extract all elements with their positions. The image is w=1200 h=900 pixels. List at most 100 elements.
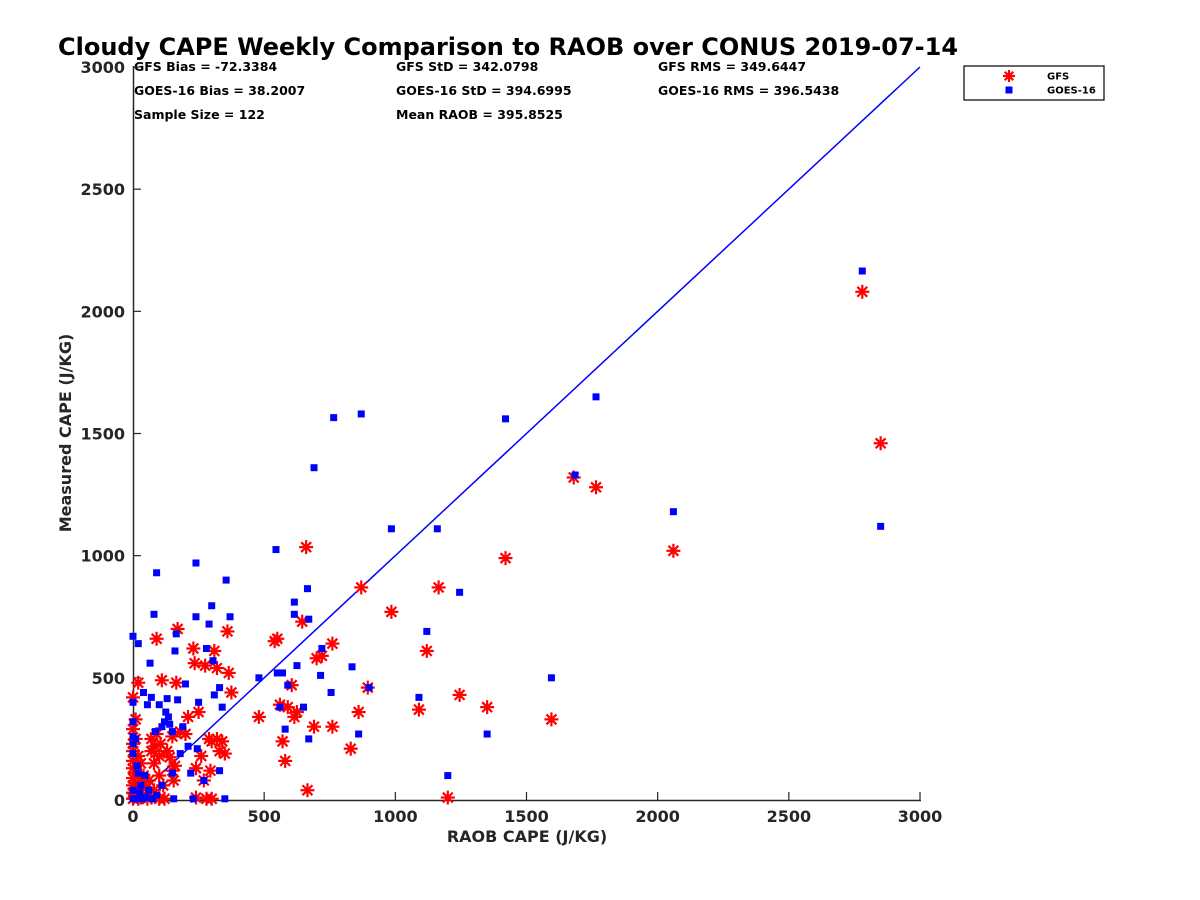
gfs-point	[178, 727, 193, 742]
goes16-point	[184, 742, 192, 750]
goes16-point	[317, 671, 325, 679]
chart-title: Cloudy CAPE Weekly Comparison to RAOB ov…	[58, 33, 958, 61]
gfs-point	[411, 702, 426, 717]
goes16-point	[255, 674, 263, 682]
goes16-point	[433, 525, 441, 533]
gfs-point	[440, 790, 455, 805]
stat-text: GFS StD = 342.0798	[396, 59, 538, 74]
gfs-point	[215, 734, 230, 749]
goes16-point	[129, 632, 137, 640]
goes16-point	[133, 762, 141, 770]
gfs-point	[154, 673, 169, 688]
goes16-point	[158, 723, 166, 731]
gfs-point	[589, 480, 604, 495]
gfs-point	[203, 763, 218, 778]
gfs-point	[217, 746, 232, 761]
stat-text: GOES-16 RMS = 396.5438	[658, 83, 839, 98]
goes16-point	[355, 730, 363, 738]
gfs-point	[149, 631, 164, 646]
goes16-point	[305, 615, 313, 623]
gfs-point	[146, 756, 161, 771]
goes16-point	[141, 772, 149, 780]
goes16-point	[226, 613, 234, 621]
goes16-point	[151, 728, 159, 736]
goes16-point	[145, 786, 153, 794]
y-tick-label: 0	[114, 791, 125, 810]
gfs-point	[188, 761, 203, 776]
goes16-point	[205, 620, 213, 628]
goes16-point	[162, 708, 170, 716]
goes16-point	[193, 745, 201, 753]
goes16-point	[181, 680, 189, 688]
goes16-point	[153, 791, 161, 799]
goes16-point	[129, 795, 137, 803]
goes16-point	[571, 471, 579, 479]
gfs-point	[480, 700, 495, 715]
data-points	[126, 267, 888, 806]
goes16-point	[150, 610, 158, 618]
gfs-point	[419, 643, 434, 658]
statistics-block: GFS Bias = -72.3384 GFS StD = 342.0798 GFS…	[134, 59, 839, 122]
legend-items: GFS GOES-16	[1003, 70, 1096, 97]
goes16-point	[155, 701, 163, 709]
gfs-point	[198, 658, 213, 673]
gfs-point	[224, 685, 239, 700]
goes16-point	[137, 781, 145, 789]
goes16-point	[456, 588, 464, 596]
gfs-point	[544, 712, 559, 727]
goes16-point	[290, 610, 298, 618]
goes16-point	[216, 684, 224, 692]
x-tick-label: 0	[127, 807, 138, 826]
goes16-point	[669, 508, 677, 516]
gfs-point	[289, 705, 304, 720]
gfs-point	[299, 540, 314, 555]
gfs-point	[204, 791, 219, 806]
gfs-point	[275, 734, 290, 749]
goes16-point	[171, 647, 179, 655]
x-axis-label: RAOB CAPE (J/KG)	[447, 827, 607, 846]
goes16-point	[310, 464, 318, 472]
goes16-point	[129, 786, 137, 794]
goes16-point	[858, 267, 866, 275]
gfs-point	[278, 753, 293, 768]
goes16-point	[153, 569, 161, 577]
gfs-point	[300, 783, 315, 798]
goes16-point	[149, 795, 157, 803]
gfs-point	[187, 656, 202, 671]
goes16-point	[365, 684, 373, 692]
x-ticks: 0 500 1000 1500 2000 2500 3000	[127, 792, 942, 826]
goes16-point	[330, 414, 338, 422]
x-tick-label: 1500	[504, 807, 549, 826]
goes16-point	[176, 750, 184, 758]
goes16-point	[592, 393, 600, 401]
gfs-point	[181, 709, 196, 724]
y-tick-label: 1500	[80, 425, 125, 444]
one-to-one-line	[132, 66, 921, 801]
goes16-point	[209, 657, 217, 665]
goes16-point	[547, 674, 555, 682]
goes16-point	[146, 659, 154, 667]
gfs-point	[220, 624, 235, 639]
goes16-point	[142, 794, 150, 802]
goes16-point	[327, 688, 335, 696]
goes16-point	[216, 767, 224, 775]
gfs-point	[131, 675, 146, 690]
gfs-point	[325, 636, 340, 651]
goes16-point	[284, 681, 292, 689]
x-tick-label: 2000	[635, 807, 680, 826]
goes16-point	[129, 718, 137, 726]
goes16-point	[502, 415, 510, 423]
gfs-point	[343, 741, 358, 756]
goes16-point	[143, 701, 151, 709]
goes16-point	[444, 772, 452, 780]
goes16-point	[138, 795, 146, 803]
goes16-point	[192, 559, 200, 567]
y-tick-label: 1000	[80, 547, 125, 566]
goes16-point	[303, 585, 311, 593]
goes16-point	[202, 645, 210, 653]
goes16-point	[170, 795, 178, 803]
legend-marker-goes16	[1005, 86, 1013, 94]
goes16-point	[348, 663, 356, 671]
goes16-point	[305, 735, 313, 743]
